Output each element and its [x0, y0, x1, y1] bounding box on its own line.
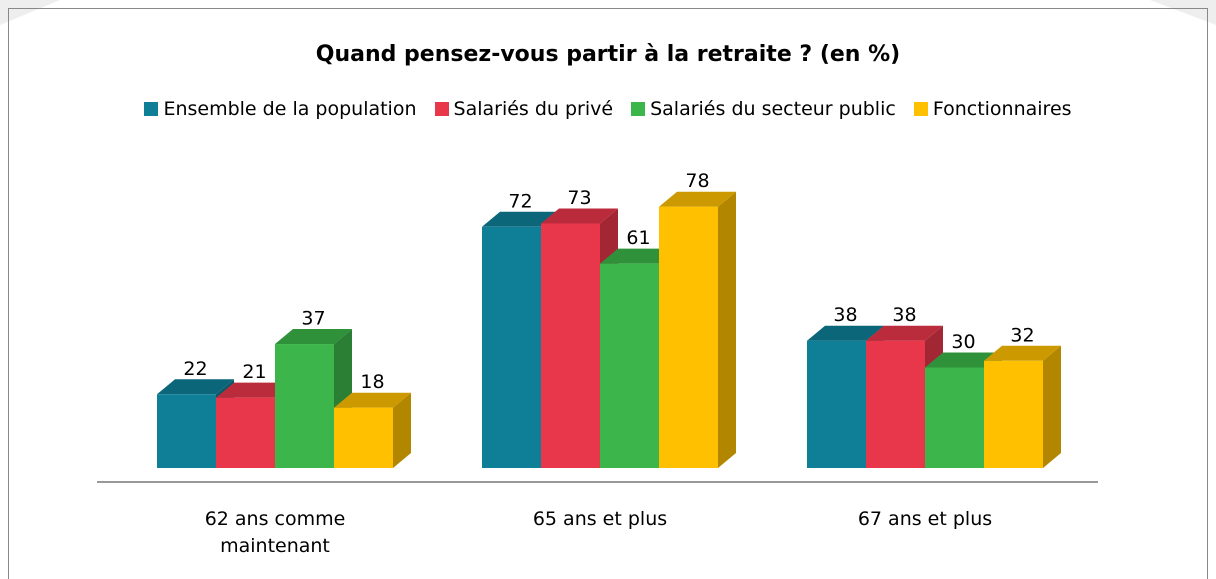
legend-label: Salariés du secteur public: [650, 98, 896, 120]
data-label: 38: [892, 304, 916, 326]
bar-top: [541, 208, 618, 224]
data-label: 61: [626, 227, 650, 249]
bar: [925, 367, 984, 468]
bar-side: [1043, 345, 1061, 468]
legend-swatch: [434, 102, 449, 116]
data-label: 78: [685, 170, 709, 192]
x-tick-label: 62 ans comme maintenant: [204, 508, 346, 557]
data-label: 18: [360, 371, 384, 393]
bar-side: [718, 191, 736, 468]
bar: [659, 206, 718, 468]
data-label: 22: [183, 358, 207, 380]
x-tick-label: 65 ans et plus: [532, 508, 668, 530]
legend-swatch: [631, 102, 646, 116]
data-label: 73: [567, 187, 591, 209]
bar-top: [600, 248, 677, 264]
bar: [600, 263, 659, 468]
bar-top: [216, 382, 293, 398]
legend-item: Ensemble de la population: [144, 98, 417, 120]
bar: [866, 340, 925, 468]
legend-item: Salariés du privé: [434, 98, 614, 120]
data-label: 72: [508, 190, 532, 212]
bar: [984, 360, 1043, 468]
bar-top: [984, 345, 1061, 361]
data-label: 32: [1010, 324, 1034, 346]
legend-item: Salariés du secteur public: [631, 98, 896, 120]
bar: [275, 344, 334, 468]
bar-top: [482, 211, 559, 227]
decor: [0, 0, 60, 25]
bar-top: [275, 329, 352, 345]
data-label: 37: [301, 308, 325, 330]
bar: [334, 407, 393, 468]
bar-top: [866, 325, 943, 341]
legend-label: Salariés du privé: [453, 98, 614, 120]
chart-title: Quand pensez-vous partir à la retraite ?…: [316, 42, 900, 67]
bar-top: [659, 191, 736, 207]
legend-swatch: [144, 102, 159, 116]
decor: [1150, 0, 1216, 25]
data-label: 21: [242, 361, 266, 383]
chart-border: [8, 8, 1208, 579]
legend-label: Fonctionnaires: [932, 98, 1072, 120]
data-label: 30: [951, 331, 975, 353]
bar: [216, 397, 275, 468]
x-tick-label: 67 ans et plus: [857, 508, 993, 530]
bar: [807, 340, 866, 468]
legend: Ensemble de la population Salariés du pri…: [8, 98, 1208, 120]
legend-label: Ensemble de la population: [163, 98, 417, 120]
bar-top: [925, 352, 1002, 368]
bar: [541, 223, 600, 468]
bar: [157, 394, 216, 468]
data-label: 38: [833, 304, 857, 326]
legend-item: Fonctionnaires: [913, 98, 1072, 120]
bar-top: [334, 392, 411, 408]
bar-top: [807, 325, 884, 341]
bar-side: [393, 392, 411, 468]
bar-top: [157, 379, 234, 395]
legend-swatch: [913, 102, 928, 116]
bar: [482, 226, 541, 468]
